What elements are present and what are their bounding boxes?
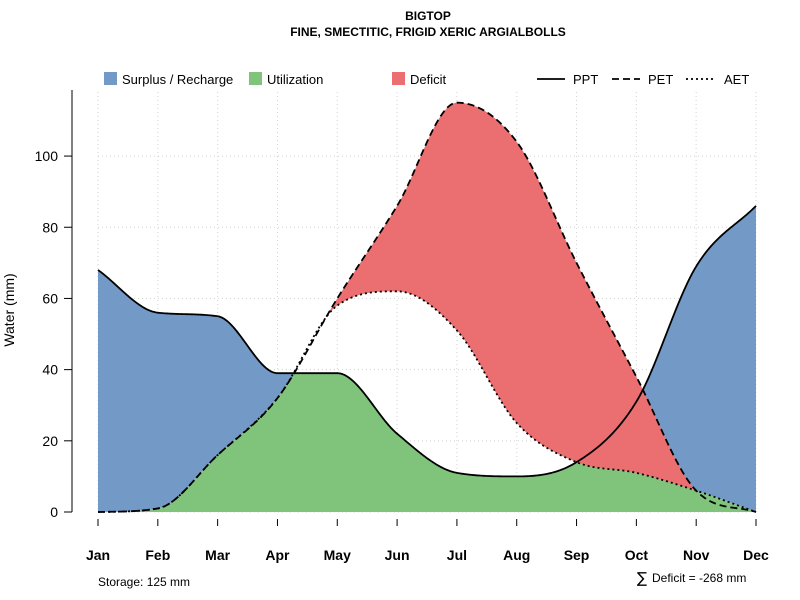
- x-tick-label: May: [324, 547, 351, 563]
- y-tick-label: 80: [42, 219, 58, 235]
- x-tick-label: Oct: [625, 547, 649, 563]
- legend-label-ppt: PPT: [573, 72, 598, 87]
- x-tick-label: Feb: [145, 547, 170, 563]
- y-tick-label: 0: [50, 504, 58, 520]
- series-line-ppt: [97, 205, 757, 478]
- x-tick-label: Jun: [385, 547, 410, 563]
- x-tick-label: Aug: [503, 547, 530, 563]
- legend-swatch-utilization: [249, 72, 262, 85]
- axes: 0 20 40 60 80 100 Jan Feb Mar Apr May Jun Jul Aug Sep O…: [35, 90, 769, 563]
- x-tick-label: Nov: [683, 547, 710, 563]
- y-tick-label: 20: [42, 433, 58, 449]
- deficit-area: [98, 102, 756, 512]
- y-tick-label: 100: [35, 148, 59, 164]
- legend-label-aet: AET: [724, 72, 749, 87]
- sum-symbol: ∑: [637, 569, 647, 587]
- y-tick-label: 40: [42, 362, 58, 378]
- y-axis-label: Water (mm): [1, 273, 17, 346]
- x-tick-label: Dec: [743, 547, 769, 563]
- deficit-annotation: Deficit = -268 mm: [652, 571, 746, 585]
- chart-subtitle: FINE, SMECTITIC, FRIGID XERIC ARGIALBOLL…: [290, 25, 566, 39]
- storage-annotation: Storage: 125 mm: [98, 575, 190, 589]
- chart-title: BIGTOP: [405, 9, 451, 23]
- y-tick-label: 60: [42, 290, 58, 306]
- legend-swatch-surplus: [104, 72, 117, 85]
- x-tick-label: Jan: [86, 547, 110, 563]
- series-line-pet: [97, 101, 757, 513]
- surplus-area: [98, 205, 756, 512]
- areas: [98, 102, 756, 512]
- legend-label-pet: PET: [648, 72, 673, 87]
- legend-label-surplus: Surplus / Recharge: [122, 72, 233, 87]
- legend-label-utilization: Utilization: [267, 72, 323, 87]
- utilization-area: [98, 373, 756, 512]
- series-lines: [97, 101, 757, 513]
- legend-swatch-deficit: [392, 72, 405, 85]
- legend-label-deficit: Deficit: [410, 72, 447, 87]
- x-tick-label: Sep: [564, 547, 590, 563]
- x-tick-label: Apr: [265, 547, 290, 563]
- x-tick-label: Jul: [447, 547, 467, 563]
- x-tick-label: Mar: [205, 547, 230, 563]
- legend: Surplus / Recharge Utilization Deficit P…: [104, 72, 749, 87]
